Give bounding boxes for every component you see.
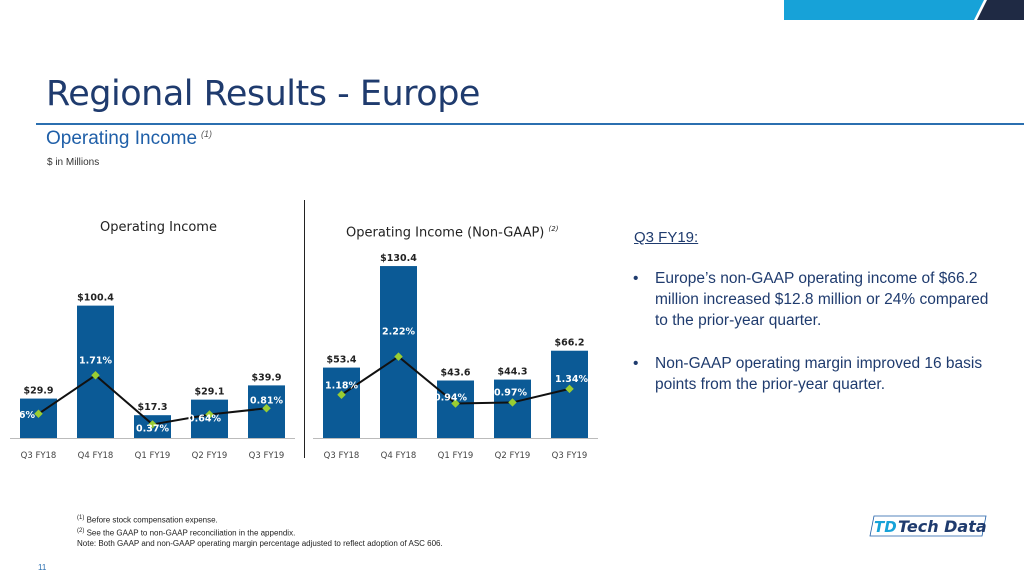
chart-title-gaap-text: Operating Income: [100, 220, 217, 235]
highlights-list: • Europe’s non-GAAP operating income of $…: [633, 268, 1003, 417]
subtitle-note: (1): [201, 128, 213, 139]
margin-point: [451, 399, 460, 408]
margin-value-label: 0.94%: [434, 393, 467, 404]
bar-value-label: $100.4: [77, 293, 114, 304]
margin-value-label: 0.64%: [188, 414, 221, 425]
margin-value-label: 0.81%: [250, 395, 283, 406]
margin-point: [34, 409, 43, 419]
x-tick-label: Q3 FY19: [552, 451, 588, 461]
chart-title-nongaap-text: Operating Income (Non-GAAP): [346, 225, 545, 241]
bar: [191, 399, 228, 438]
footnote-1: (1) Before stock compensation expense.: [77, 513, 443, 526]
chart-title-gaap: Operating Income: [100, 220, 217, 235]
bullet-icon: •: [633, 355, 639, 372]
x-tick-label: Q3 FY18: [324, 451, 360, 461]
margin-point: [337, 390, 346, 399]
corner-decoration: [784, 0, 1024, 20]
chart-divider: [304, 200, 305, 458]
bar: [437, 380, 474, 438]
bar: [380, 266, 417, 438]
chart-title-nongaap: Operating Income (Non-GAAP) (2): [346, 225, 558, 240]
subtitle-text: Operating Income: [46, 128, 198, 149]
bar-value-label: $39.9: [251, 372, 281, 383]
logo-text: Tech Data: [898, 517, 987, 536]
panel-heading: Q3 FY19:: [634, 229, 699, 246]
bar-value-label: $130.4: [380, 253, 417, 264]
x-tick-label: Q1 FY19: [135, 451, 171, 461]
page-title: Regional Results - Europe: [46, 74, 480, 114]
logo-mark: TD: [874, 518, 897, 536]
bar: [551, 350, 588, 438]
footnote-3: Note: Both GAAP and non-GAAP operating m…: [77, 539, 443, 549]
x-tick-label: Q3 FY19: [249, 451, 285, 461]
bar-value-label: $66.2: [554, 338, 584, 349]
bar-value-label: $53.4: [326, 355, 356, 366]
bar-value-label: $17.3: [137, 402, 167, 413]
x-tick-label: Q4 FY18: [78, 451, 114, 461]
margin-point: [91, 371, 100, 380]
title-rule: [36, 123, 1024, 125]
bar: [494, 379, 531, 438]
margin-point: [565, 384, 574, 394]
x-tick-label: Q1 FY19: [438, 451, 474, 461]
x-tick-label: Q2 FY19: [495, 451, 531, 461]
bar-value-label: $44.3: [497, 367, 527, 378]
bar: [323, 367, 360, 438]
units-label: $ in Millions: [47, 157, 100, 168]
margin-point: [148, 420, 157, 429]
page-number: 11: [38, 563, 47, 572]
margin-value-label: 2.22%: [382, 327, 415, 338]
margin-point: [394, 352, 403, 361]
bar-value-label: $43.6: [440, 368, 470, 379]
bar-value-label: $29.9: [23, 386, 53, 397]
highlight-item: • Non-GAAP operating margin improved 16 b…: [633, 353, 1003, 395]
x-tick-label: Q4 FY18: [381, 451, 417, 461]
tech-data-logo: TD Tech Data: [869, 515, 987, 537]
bullet-icon: •: [633, 270, 639, 287]
margin-value-label: 1.71%: [79, 355, 112, 366]
footnote-2-marker: (2): [77, 528, 85, 535]
margin-point: [205, 410, 214, 419]
highlight-text: Europe’s non-GAAP operating income of $6…: [655, 270, 989, 329]
section-subtitle: Operating Income (1): [46, 128, 212, 150]
margin-value-label: 1.18%: [325, 381, 358, 392]
x-tick-label: Q3 FY18: [21, 451, 57, 461]
margin-value-label: 0.66%: [2, 410, 35, 421]
highlight-text: Non-GAAP operating margin improved 16 ba…: [655, 355, 983, 393]
footnotes: (1) Before stock compensation expense. (…: [77, 513, 443, 550]
bar-value-label: $29.1: [194, 387, 224, 398]
margin-value-label: 0.97%: [494, 387, 527, 398]
footnote-2-text: See the GAAP to non-GAAP reconciliation …: [86, 528, 296, 538]
footnote-2: (2) See the GAAP to non-GAAP reconciliat…: [77, 526, 443, 539]
footnote-1-text: Before stock compensation expense.: [86, 515, 218, 525]
charts-area: $29.9 Q3 FY18 $100.4 Q4 FY18 $17.3 Q1 FY19 $29…: [2, 253, 598, 461]
x-tick-label: Q2 FY19: [192, 451, 228, 461]
margin-point: [262, 404, 271, 413]
highlight-item: • Europe’s non-GAAP operating income of $…: [633, 268, 1003, 331]
footnote-1-marker: (1): [77, 515, 85, 521]
margin-value-label: 0.37%: [136, 423, 169, 434]
chart-title-nongaap-note: (2): [548, 225, 559, 233]
margin-value-label: 1.34%: [555, 374, 588, 385]
